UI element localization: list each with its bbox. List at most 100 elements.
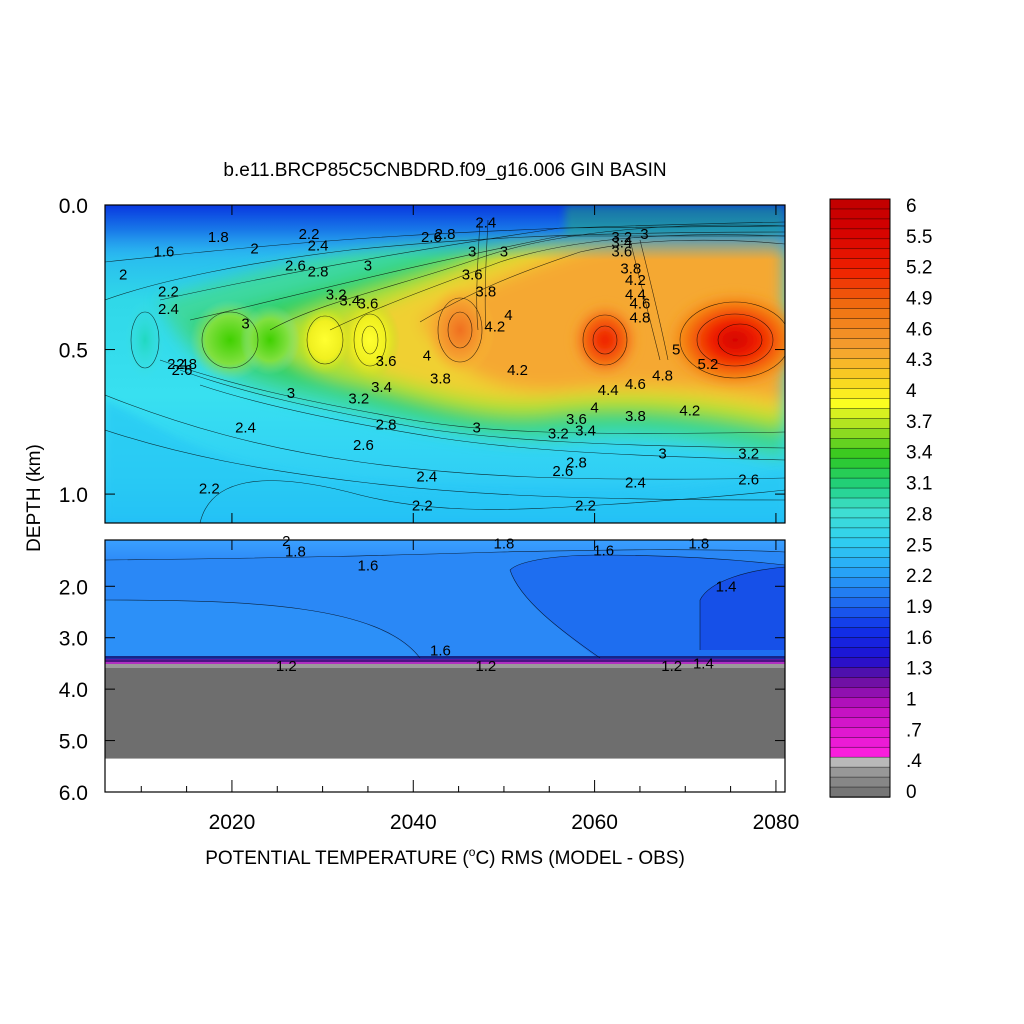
y-tick-label: 0.0: [59, 195, 88, 218]
colorbar-swatch: [829, 657, 891, 669]
colorbar-swatch: [829, 457, 891, 469]
contour-label: 4.4: [625, 287, 646, 304]
contour-label: 3: [640, 226, 648, 243]
contour-label: 3.4: [339, 292, 360, 309]
contour-label: 3: [241, 316, 249, 333]
colorbar-swatch: [829, 577, 891, 589]
colorbar-swatch: [829, 218, 891, 230]
contour-label: 4.8: [630, 310, 651, 327]
x-axis-label-degree: o: [469, 845, 476, 859]
colorbar-label: 3.1: [906, 474, 932, 495]
contour-label: 2: [282, 533, 290, 550]
colorbar-label: 4.6: [906, 319, 932, 340]
colorbar-swatch: [829, 607, 891, 619]
contour-label: 3.2: [738, 446, 759, 463]
colorbar-swatch: [829, 567, 891, 579]
colorbar-swatch: [829, 766, 891, 778]
x-tick-label: 2080: [753, 811, 800, 834]
contour-label: 4.2: [679, 402, 700, 419]
contour-label: 3.2: [326, 287, 347, 304]
colorbar-swatch: [829, 258, 891, 270]
y-tick-label: 4.0: [59, 679, 88, 702]
colorbar-label: 1.3: [906, 659, 932, 680]
contour-label: 5: [672, 342, 680, 359]
contour-label: 3.4: [371, 379, 392, 396]
contour-label: 4.8: [652, 368, 673, 385]
colorbar-swatch: [829, 348, 891, 360]
colorbar-swatch: [829, 507, 891, 519]
contour-label: 3.2: [611, 229, 632, 246]
colorbar-label: 2.8: [906, 504, 932, 525]
colorbar-label: 5.5: [906, 227, 932, 248]
colorbar-swatch: [829, 428, 891, 439]
x-tick-label: 2040: [390, 811, 437, 834]
colorbar-swatch: [829, 278, 891, 290]
contour-label: 2.2: [412, 498, 433, 515]
contour-label: 2.6: [353, 437, 374, 454]
contour-label: 3.6: [462, 266, 483, 283]
contour-label: 1.4: [693, 655, 714, 672]
contour-label: 3.4: [611, 235, 632, 252]
contour-label: 3: [473, 420, 481, 437]
colorbar-swatch: [829, 298, 891, 310]
colorbar-swatch: [829, 447, 891, 459]
colorbar-swatch: [829, 268, 891, 280]
contour-label: 4.2: [507, 362, 528, 379]
lower-panel-field: [105, 540, 785, 792]
colorbar-swatch: [829, 697, 891, 708]
y-tick-label: 6.0: [59, 782, 88, 805]
contour-label: 2.4: [308, 237, 329, 254]
colorbar-swatch: [829, 627, 891, 639]
colorbar-swatch: [829, 677, 891, 689]
upper-panel-frame: [104, 204, 786, 524]
contour-label: 2.4: [625, 475, 646, 492]
x-tick-label: 2060: [571, 811, 618, 834]
x-axis-label: POTENTIAL TEMPERATURE (oC) RMS (MODEL - …: [205, 845, 685, 869]
contour-label: 3.6: [376, 353, 397, 370]
contour-label: 5.2: [698, 356, 719, 373]
colorbar-label: .4: [906, 751, 922, 772]
contour-label: 3: [500, 243, 508, 260]
contour-label: 3.8: [620, 261, 641, 278]
colorbar-label: 2.5: [906, 535, 932, 556]
colorbar-swatch: [829, 687, 891, 699]
colorbar-swatch: [829, 318, 891, 330]
colorbar-swatch: [829, 228, 891, 240]
colorbar-frame: [829, 198, 891, 798]
colorbar-swatch: [829, 717, 891, 728]
contour-label: 4.6: [630, 295, 651, 312]
contour-label: 1.2: [276, 658, 297, 675]
contour-label: 4.2: [625, 272, 646, 289]
contour-label: 2.6: [285, 258, 306, 275]
contour-label: 2.2: [575, 498, 596, 515]
chart-title: b.e11.BRCP85C5CNBDRD.f09_g16.006 GIN BAS…: [223, 160, 666, 181]
contour-label: 2.8: [435, 226, 456, 243]
x-tick-label: 2020: [209, 811, 256, 834]
colorbar-swatch: [829, 776, 891, 788]
colorbar-label: 1.9: [906, 597, 932, 618]
colorbar-swatch: [829, 707, 891, 718]
colorbar-label: 4.3: [906, 350, 932, 371]
contour-label: 1.8: [285, 543, 306, 560]
contour-label: 3.4: [575, 422, 596, 439]
colorbar-swatch: [829, 477, 891, 489]
colorbar-label: 3.7: [906, 412, 932, 433]
colorbar-swatch: [829, 587, 891, 599]
colorbar-label: 5.2: [906, 258, 932, 279]
colorbar-swatch: [829, 418, 891, 429]
colorbar-swatch: [829, 756, 891, 768]
contour-label: 2: [119, 266, 127, 283]
colorbar-label: 3.4: [906, 443, 933, 464]
contour-label: 2.6: [421, 229, 442, 246]
contour-label: 1.2: [661, 658, 682, 675]
colorbar-label: .7: [906, 720, 922, 741]
colorbar-swatch: [829, 727, 891, 738]
axis-ticks: 2020 2040 2060 2080 0.0 0.5 1.0 2.0 3.0 4.0 5.0 6.0: [59, 195, 799, 834]
colorbar-swatch: [829, 497, 891, 509]
contour-label: 3: [658, 446, 666, 463]
colorbar-swatch: [829, 786, 891, 798]
contour-label: 3.8: [625, 408, 646, 425]
contour-label: 1.6: [358, 558, 379, 575]
x-axis-label-main: POTENTIAL TEMPERATURE (: [205, 848, 469, 869]
